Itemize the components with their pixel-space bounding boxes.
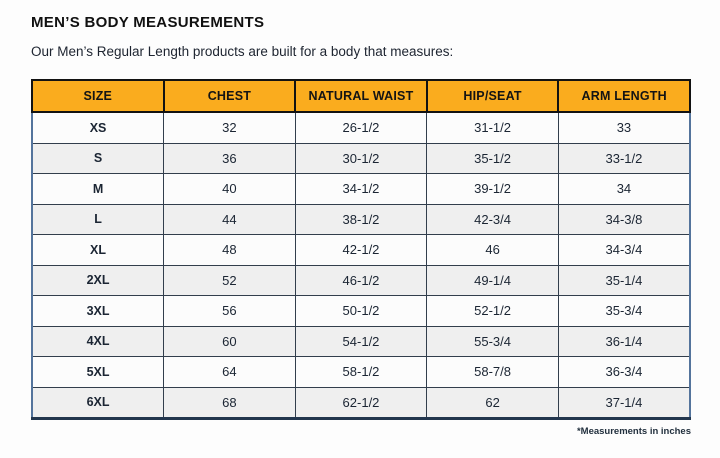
cell-chest: 32 <box>163 111 296 144</box>
cell-chest: 52 <box>163 264 296 296</box>
cell-natural-waist: 58-1/2 <box>294 356 428 388</box>
column-header-size: SIZE <box>31 79 165 113</box>
cell-chest: 48 <box>163 234 296 266</box>
cell-natural-waist: 26-1/2 <box>294 111 428 144</box>
cell-arm-length: 35-1/4 <box>557 264 691 296</box>
cell-natural-waist: 46-1/2 <box>294 264 428 296</box>
table-row: L 44 38-1/2 42-3/4 34-3/8 <box>31 203 691 235</box>
cell-size: XL <box>31 234 165 266</box>
cell-natural-waist: 34-1/2 <box>294 173 428 205</box>
column-header-arm-length: ARM LENGTH <box>557 79 691 113</box>
cell-arm-length: 35-3/4 <box>557 295 691 327</box>
cell-chest: 56 <box>163 295 296 327</box>
subtitle: Our Men’s Regular Length products are bu… <box>31 44 454 59</box>
table-row: XS 32 26-1/2 31-1/2 33 <box>31 111 691 144</box>
cell-size: 2XL <box>31 264 165 296</box>
column-header-chest: CHEST <box>162 79 297 113</box>
cell-size: 5XL <box>31 356 165 388</box>
cell-hip-seat: 62 <box>426 386 559 420</box>
cell-chest: 44 <box>163 203 296 235</box>
cell-arm-length: 33 <box>557 111 691 144</box>
mens-body-measurements-table: SIZE CHEST NATURAL WAIST HIP/SEAT ARM LE… <box>31 79 691 420</box>
cell-hip-seat: 31-1/2 <box>426 111 559 144</box>
cell-hip-seat: 42-3/4 <box>426 203 559 235</box>
cell-natural-waist: 62-1/2 <box>294 386 428 420</box>
table-row: 2XL 52 46-1/2 49-1/4 35-1/4 <box>31 264 691 296</box>
cell-hip-seat: 55-3/4 <box>426 325 559 357</box>
cell-hip-seat: 58-7/8 <box>426 356 559 388</box>
cell-chest: 40 <box>163 173 296 205</box>
cell-arm-length: 34-3/8 <box>557 203 691 235</box>
cell-arm-length: 34 <box>557 173 691 205</box>
column-header-hip-seat: HIP/SEAT <box>425 79 560 113</box>
table-row: 6XL 68 62-1/2 62 37-1/4 <box>31 386 691 420</box>
cell-natural-waist: 50-1/2 <box>294 295 428 327</box>
page-title: MEN’S BODY MEASUREMENTS <box>31 14 265 31</box>
table-header: SIZE CHEST NATURAL WAIST HIP/SEAT ARM LE… <box>31 79 691 113</box>
cell-arm-length: 34-3/4 <box>557 234 691 266</box>
cell-natural-waist: 54-1/2 <box>294 325 428 357</box>
table-row: 4XL 60 54-1/2 55-3/4 36-1/4 <box>31 325 691 357</box>
cell-hip-seat: 52-1/2 <box>426 295 559 327</box>
table-row: 3XL 56 50-1/2 52-1/2 35-3/4 <box>31 295 691 327</box>
measurements-footnote: *Measurements in inches <box>576 426 691 437</box>
cell-chest: 60 <box>163 325 296 357</box>
cell-size: M <box>31 173 165 205</box>
column-header-natural-waist: NATURAL WAIST <box>294 79 428 113</box>
cell-natural-waist: 30-1/2 <box>294 142 428 174</box>
table-row: M 40 34-1/2 39-1/2 34 <box>31 173 691 205</box>
header-row: SIZE CHEST NATURAL WAIST HIP/SEAT ARM LE… <box>31 79 691 113</box>
cell-size: XS <box>31 111 165 144</box>
table-row: S 36 30-1/2 35-1/2 33-1/2 <box>31 142 691 174</box>
cell-natural-waist: 42-1/2 <box>294 234 428 266</box>
cell-size: L <box>31 203 165 235</box>
cell-arm-length: 33-1/2 <box>557 142 691 174</box>
cell-arm-length: 36-3/4 <box>557 356 691 388</box>
cell-hip-seat: 35-1/2 <box>426 142 559 174</box>
table-row: 5XL 64 58-1/2 58-7/8 36-3/4 <box>31 356 691 388</box>
cell-size: 6XL <box>31 386 165 420</box>
cell-size: 4XL <box>31 325 165 357</box>
cell-hip-seat: 39-1/2 <box>426 173 559 205</box>
cell-size: S <box>31 142 165 174</box>
cell-hip-seat: 49-1/4 <box>426 264 559 296</box>
table-body: XS 32 26-1/2 31-1/2 33 S 36 30-1/2 35-1/… <box>31 111 691 420</box>
cell-size: 3XL <box>31 295 165 327</box>
cell-arm-length: 36-1/4 <box>557 325 691 357</box>
cell-hip-seat: 46 <box>426 234 559 266</box>
cell-chest: 64 <box>163 356 296 388</box>
cell-chest: 68 <box>163 386 296 420</box>
cell-chest: 36 <box>163 142 296 174</box>
cell-arm-length: 37-1/4 <box>557 386 691 420</box>
cell-natural-waist: 38-1/2 <box>294 203 428 235</box>
table-row: XL 48 42-1/2 46 34-3/4 <box>31 234 691 266</box>
